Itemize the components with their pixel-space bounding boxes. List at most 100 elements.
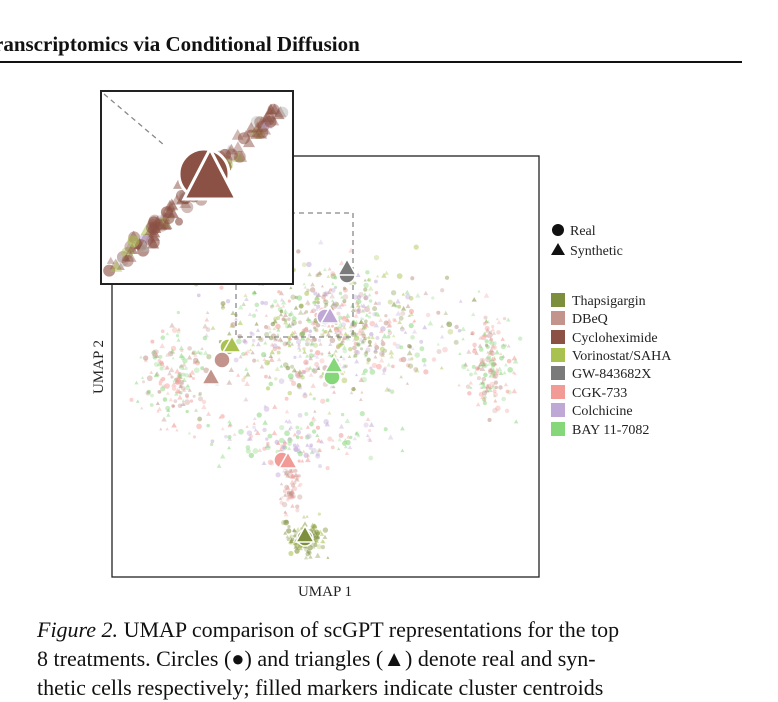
real-point <box>483 372 488 378</box>
synthetic-point <box>179 363 184 368</box>
synthetic-point <box>228 367 235 373</box>
synthetic-point <box>345 335 351 341</box>
synthetic-point <box>345 312 351 318</box>
real-point <box>367 278 372 282</box>
real-point <box>454 324 459 330</box>
synthetic-point <box>307 365 313 370</box>
synthetic-point <box>384 270 389 275</box>
synthetic-point <box>289 489 295 494</box>
real-point <box>376 363 382 370</box>
real-point <box>298 303 304 309</box>
synthetic-point <box>349 390 354 395</box>
synthetic-point <box>381 333 388 339</box>
real-point <box>505 389 510 394</box>
synthetic-point <box>307 272 312 277</box>
synthetic-point <box>313 418 317 422</box>
real-point <box>251 332 255 336</box>
synthetic-point <box>135 399 140 403</box>
real-point <box>337 337 342 341</box>
real-point <box>313 337 317 342</box>
real-point <box>487 417 492 422</box>
synthetic-point <box>397 319 402 325</box>
synthetic-point <box>153 372 159 378</box>
real-point <box>488 351 492 355</box>
real-point <box>408 345 413 349</box>
legend-label-gw843682x: GW-843682X <box>572 367 651 382</box>
synthetic-point <box>283 319 289 325</box>
synthetic-point <box>289 493 294 497</box>
synthetic-point <box>391 334 396 338</box>
synthetic-point <box>326 289 332 295</box>
real-point <box>121 246 134 259</box>
real-point <box>309 443 313 448</box>
real-point <box>309 349 313 353</box>
real-point <box>252 358 257 363</box>
legend-swatch-vorinostat <box>551 348 565 362</box>
real-point <box>268 381 274 387</box>
real-point <box>488 330 493 335</box>
real-point <box>243 340 248 345</box>
real-point <box>361 376 367 383</box>
real-point <box>308 353 314 359</box>
synthetic-point <box>391 301 397 307</box>
real-point <box>288 337 292 341</box>
real-point <box>383 366 387 370</box>
real-point <box>127 235 140 248</box>
real-point <box>470 331 475 336</box>
synthetic-point <box>354 373 359 377</box>
legend-label-dbeq: DBeQ <box>572 312 608 327</box>
synthetic-point <box>389 354 394 359</box>
real-point <box>287 335 291 340</box>
real-point <box>293 481 297 485</box>
real-point <box>338 323 343 329</box>
synthetic-point <box>365 417 371 421</box>
synthetic-point <box>290 342 294 346</box>
real-point <box>272 346 278 352</box>
real-point <box>182 358 188 364</box>
real-point <box>335 345 340 350</box>
real-point <box>336 311 341 316</box>
real-point <box>353 335 360 341</box>
real-point <box>312 326 317 330</box>
synthetic-point <box>262 419 268 425</box>
y-axis-label: UMAP 2 <box>91 340 107 394</box>
real-point <box>501 396 507 402</box>
real-point <box>178 390 183 395</box>
real-point <box>264 324 268 329</box>
synthetic-marker-icon <box>551 243 565 255</box>
synthetic-point <box>267 375 272 379</box>
synthetic-point <box>330 299 335 303</box>
real-point <box>282 489 287 494</box>
synthetic-point <box>176 338 181 342</box>
synthetic-point <box>486 350 490 354</box>
synthetic-point <box>336 304 343 310</box>
real-centroid-marker <box>213 351 231 369</box>
synthetic-point <box>178 345 185 351</box>
real-point <box>294 548 300 554</box>
real-point <box>301 262 307 268</box>
synthetic-point <box>468 380 474 385</box>
real-point <box>185 409 189 414</box>
real-point <box>283 441 287 446</box>
real-point <box>149 403 154 407</box>
real-point <box>482 401 487 406</box>
synthetic-point <box>297 309 304 315</box>
synthetic-point <box>301 514 306 519</box>
real-point <box>306 454 310 458</box>
real-point <box>295 504 300 509</box>
real-point <box>175 217 184 226</box>
real-point <box>248 434 254 439</box>
real-point <box>153 349 159 355</box>
real-point <box>176 377 181 382</box>
synthetic-point <box>283 510 288 514</box>
synthetic-point <box>193 352 198 357</box>
synthetic-point <box>166 408 171 412</box>
real-point <box>506 358 512 364</box>
synthetic-point <box>368 343 373 347</box>
synthetic-point <box>177 394 183 400</box>
real-point <box>286 498 290 502</box>
real-point <box>332 303 338 309</box>
synthetic-point <box>387 434 394 440</box>
synthetic-point <box>171 381 177 387</box>
real-point <box>260 300 265 305</box>
